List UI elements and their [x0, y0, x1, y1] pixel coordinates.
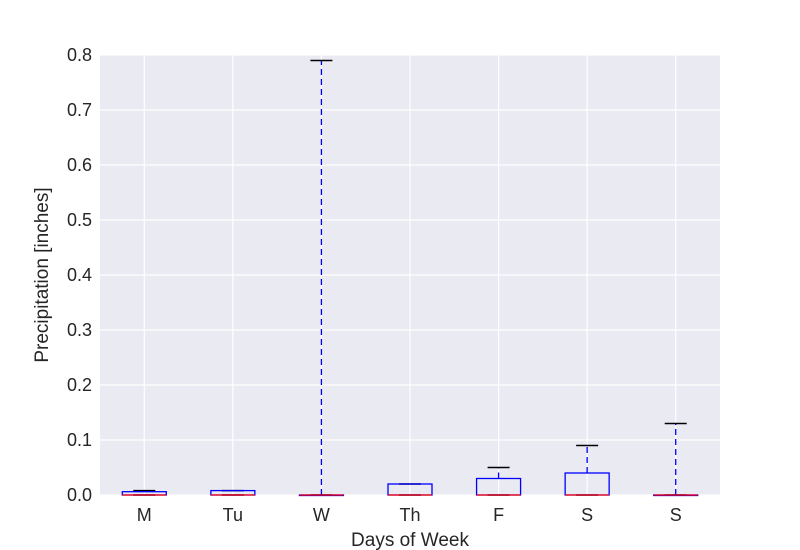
box-5	[475, 466, 522, 496]
y-tick-label: 0.0	[67, 485, 92, 505]
y-tick-label: 0.4	[67, 265, 92, 285]
x-tick-label: S	[670, 505, 682, 525]
y-tick-label: 0.1	[67, 430, 92, 450]
box-2	[210, 489, 256, 496]
y-tick-label: 0.8	[67, 45, 92, 65]
y-tick-label: 0.5	[67, 210, 92, 230]
grid-lines	[100, 54, 720, 496]
y-axis-label: Precipitation [inches]	[32, 187, 53, 362]
x-tick-labels: M Tu W Th F S S	[137, 505, 682, 525]
x-tick-label: S	[581, 505, 593, 525]
x-tick-label: W	[313, 505, 330, 525]
boxes	[121, 59, 699, 497]
y-tick-label: 0.2	[67, 375, 92, 395]
y-tick-label: 0.7	[67, 100, 92, 120]
y-tick-label: 0.6	[67, 155, 92, 175]
x-tick-label: Tu	[223, 505, 243, 525]
y-tick-label: 0.3	[67, 320, 92, 340]
box-7	[653, 422, 699, 497]
x-axis-label: Days of Week	[351, 530, 469, 550]
box-6	[564, 444, 610, 496]
x-tick-label: Th	[399, 505, 420, 525]
box-4	[387, 483, 433, 496]
box-1	[121, 489, 167, 496]
box-3	[298, 59, 345, 497]
x-tick-label: M	[137, 505, 152, 525]
x-tick-label: F	[493, 505, 504, 525]
y-tick-labels: 0.0 0.1 0.2 0.3 0.4 0.5 0.6 0.7 0.8	[67, 45, 92, 505]
